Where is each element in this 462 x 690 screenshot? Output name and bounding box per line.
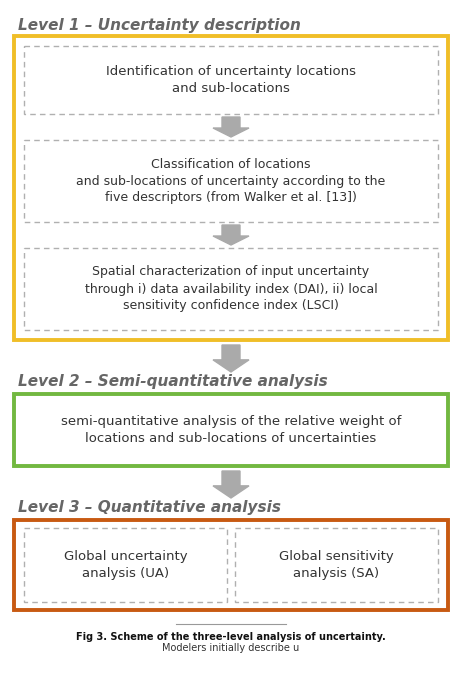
Text: Identification of uncertainty locations
and sub-locations: Identification of uncertainty locations … xyxy=(106,65,356,95)
Polygon shape xyxy=(24,140,438,222)
Polygon shape xyxy=(24,528,227,602)
Polygon shape xyxy=(213,471,249,498)
Polygon shape xyxy=(213,345,249,372)
Text: Fig 3. Scheme of the three-level analysis of uncertainty.: Fig 3. Scheme of the three-level analysi… xyxy=(76,632,386,642)
Polygon shape xyxy=(14,520,448,610)
Text: Modelers initially describe u: Modelers initially describe u xyxy=(162,643,300,653)
Polygon shape xyxy=(24,46,438,114)
Polygon shape xyxy=(14,36,448,340)
Polygon shape xyxy=(213,225,249,245)
Text: Global sensitivity
analysis (SA): Global sensitivity analysis (SA) xyxy=(279,550,394,580)
Text: Spatial characterization of input uncertainty
through i) data availability index: Spatial characterization of input uncert… xyxy=(85,266,377,313)
Text: Level 1 – Uncertainty description: Level 1 – Uncertainty description xyxy=(18,18,301,33)
Polygon shape xyxy=(235,528,438,602)
Text: semi-quantitative analysis of the relative weight of
locations and sub-locations: semi-quantitative analysis of the relati… xyxy=(61,415,401,445)
Polygon shape xyxy=(14,394,448,466)
Text: Classification of locations
and sub-locations of uncertainty according to the
fi: Classification of locations and sub-loca… xyxy=(76,157,386,204)
Text: Level 3 – Quantitative analysis: Level 3 – Quantitative analysis xyxy=(18,500,281,515)
Text: Level 2 – Semi-quantitative analysis: Level 2 – Semi-quantitative analysis xyxy=(18,374,328,389)
Polygon shape xyxy=(24,248,438,330)
Polygon shape xyxy=(213,117,249,137)
Text: Global uncertainty
analysis (UA): Global uncertainty analysis (UA) xyxy=(64,550,187,580)
